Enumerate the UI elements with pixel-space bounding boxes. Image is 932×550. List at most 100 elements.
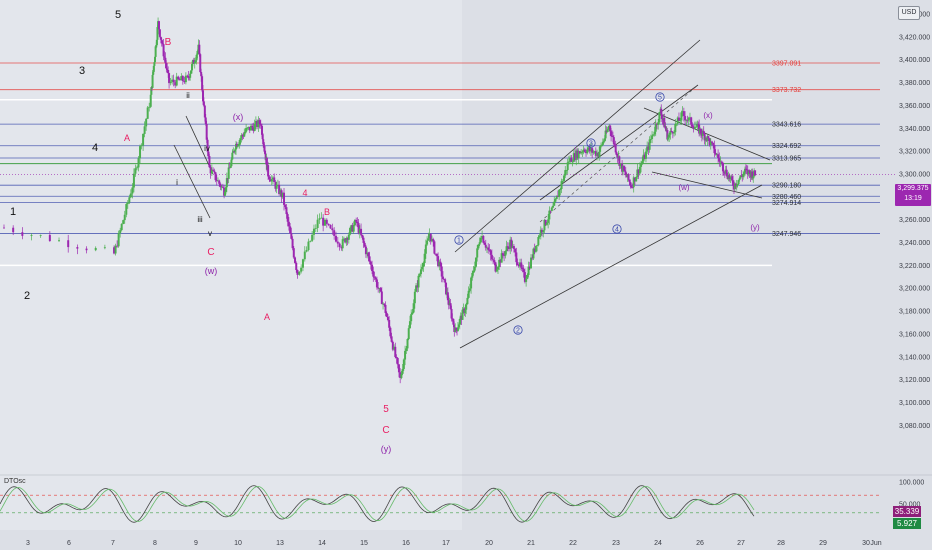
candle-body	[181, 76, 184, 81]
candle-body	[692, 126, 695, 129]
candle-body	[219, 183, 222, 188]
candle-body	[632, 177, 635, 188]
candle-body	[570, 157, 573, 162]
candle-body	[205, 124, 208, 140]
currency-badge[interactable]: USD	[898, 6, 920, 20]
candle-body	[131, 187, 134, 194]
candle-body	[194, 60, 197, 62]
candle-body	[476, 248, 479, 258]
candle-body	[729, 177, 732, 180]
candle-body	[169, 81, 172, 84]
candle-body	[316, 219, 319, 229]
candle-body	[171, 79, 174, 82]
level-label: 3397.091	[772, 61, 801, 68]
candle-body	[679, 120, 682, 122]
candle-body	[162, 44, 165, 57]
candle-body	[187, 76, 190, 78]
candle-body	[390, 336, 393, 342]
wave-label: (x)	[703, 111, 713, 120]
x-tick-label: 23	[612, 540, 620, 547]
candle-body	[322, 217, 325, 226]
candle-body	[643, 154, 646, 159]
candle-body	[384, 304, 387, 313]
circled-wave-label: 1	[457, 238, 461, 245]
candle-body	[593, 151, 596, 152]
level-label: 3373.732	[772, 87, 801, 94]
candle-body	[264, 153, 267, 161]
current-price-tag: 3,299.375 13:19	[895, 184, 931, 206]
x-tick-label: 15	[360, 540, 368, 547]
candle-body	[603, 138, 606, 141]
candle-body	[368, 256, 371, 262]
candle-body	[129, 193, 132, 198]
candle-body	[221, 186, 224, 188]
candle-body	[744, 168, 747, 170]
candle-body	[375, 279, 378, 288]
candle-body	[594, 151, 597, 156]
candle-body	[710, 141, 713, 143]
candle-body	[286, 214, 289, 222]
time-axis[interactable]: 3 6 7 8 9 10 13 14 15 16 17 20 21 22 23 24 26 27 28 29 30 Jun	[26, 540, 882, 547]
candle-body	[517, 265, 520, 267]
candle-body	[615, 152, 618, 155]
candle-body	[153, 62, 156, 66]
candle-body	[622, 166, 625, 171]
candle-body	[732, 180, 735, 186]
candle-body	[599, 146, 602, 152]
candle-body	[691, 124, 694, 127]
x-tick-label: 29	[819, 540, 827, 547]
candle-body	[199, 54, 202, 73]
candle-body	[702, 130, 705, 134]
candle-body	[563, 175, 566, 182]
candle-body	[454, 327, 457, 332]
candle-body	[180, 76, 183, 81]
candle-body	[389, 327, 392, 337]
candle-body	[631, 187, 634, 188]
candle-body	[503, 255, 506, 257]
wave-label: (y)	[750, 223, 760, 232]
candle-body	[628, 179, 631, 183]
candle-body	[663, 117, 666, 128]
candle-body	[543, 219, 546, 231]
candle-body	[380, 291, 383, 305]
candle-body	[248, 126, 251, 131]
candle-body	[303, 251, 306, 260]
candle-body	[687, 117, 690, 121]
x-tick-label: Jun	[870, 540, 881, 547]
candle-body	[539, 229, 542, 236]
candle-body	[285, 207, 288, 215]
candle-body	[652, 134, 655, 136]
candle-body	[752, 176, 755, 179]
wave-label: ii	[186, 91, 190, 100]
candle-body	[619, 164, 622, 166]
candle-body	[262, 144, 265, 147]
candle-body	[429, 233, 432, 242]
candle-body	[616, 154, 619, 158]
candle-body	[378, 288, 381, 289]
candle-body	[624, 171, 627, 176]
candle-body	[547, 219, 550, 223]
candle-body	[581, 151, 584, 153]
candle-body	[140, 145, 143, 147]
candle-body	[154, 56, 157, 63]
candle-body	[388, 320, 391, 328]
candle-body	[536, 245, 539, 247]
candle-body	[114, 245, 117, 254]
candle-body	[721, 162, 724, 172]
candle-body	[681, 111, 684, 113]
candle-body	[224, 187, 227, 192]
candle-body	[157, 21, 160, 30]
wave-label: 5	[383, 404, 389, 415]
candle-body	[449, 303, 452, 309]
x-tick-label: 10	[234, 540, 242, 547]
candle-body	[567, 161, 570, 163]
candle-body	[412, 303, 415, 313]
candle-body	[168, 73, 171, 84]
candle-body	[604, 130, 607, 139]
candle-body	[717, 154, 720, 158]
candle-body	[345, 238, 348, 243]
candle-body	[103, 247, 106, 249]
wave-label: C	[207, 247, 214, 258]
candle-body	[715, 154, 718, 156]
